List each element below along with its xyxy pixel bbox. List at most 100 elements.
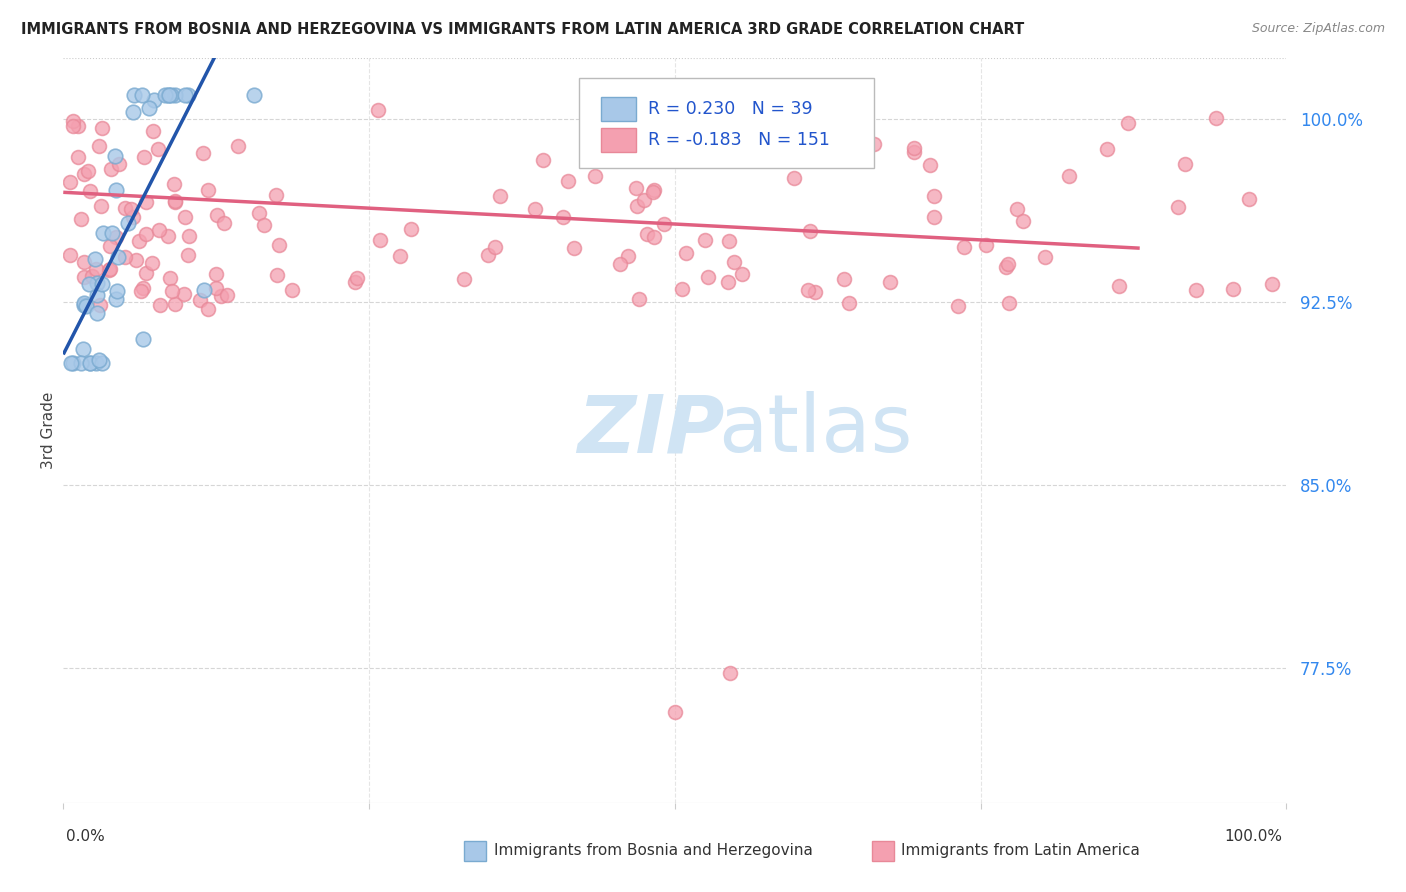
Point [264, 187, 287, 202]
Point [610, 128, 633, 143]
Point [616, 249, 638, 263]
Point [346, 270, 368, 285]
Point [98, 261, 121, 276]
Point [731, 267, 754, 281]
Point [72, 167, 94, 181]
Point [1185, 283, 1208, 297]
Point [783, 170, 806, 185]
Point [1116, 116, 1139, 130]
Point [205, 267, 228, 281]
Point [247, 205, 270, 219]
Point [1012, 214, 1035, 228]
Point [628, 292, 651, 306]
Point [209, 289, 232, 303]
Point [165, 194, 187, 209]
Point [67, 119, 90, 133]
Point [132, 332, 155, 346]
Point [73, 298, 96, 312]
Point [125, 253, 148, 268]
Point [105, 230, 128, 244]
Point [697, 151, 720, 165]
Point [148, 223, 170, 237]
Point [641, 185, 664, 199]
Point [598, 126, 620, 140]
Point [280, 283, 302, 297]
Point [671, 282, 693, 296]
Point [212, 216, 235, 230]
Point [105, 293, 128, 307]
Point [132, 151, 155, 165]
Point [84, 261, 107, 276]
Point [129, 285, 152, 299]
Point [59, 248, 82, 262]
Point [1174, 157, 1197, 171]
Point [114, 201, 136, 215]
Point [91, 226, 114, 240]
Point [697, 269, 720, 284]
Point [177, 248, 200, 262]
Point [148, 142, 170, 156]
Point [995, 260, 1018, 274]
Text: 100.0%: 100.0% [1225, 830, 1282, 844]
Point [122, 87, 145, 102]
Point [1007, 202, 1029, 216]
Point [723, 255, 745, 269]
Point [86, 306, 108, 320]
Point [197, 301, 219, 316]
Point [120, 202, 142, 216]
Text: atlas: atlas [717, 392, 912, 469]
Point [636, 227, 658, 241]
Point [75, 300, 97, 314]
Point [830, 116, 852, 130]
Text: IMMIGRANTS FROM BOSNIA AND HERZEGOVINA VS IMMIGRANTS FROM LATIN AMERICA 3RD GRAD: IMMIGRANTS FROM BOSNIA AND HERZEGOVINA V… [21, 22, 1025, 37]
Point [724, 139, 747, 153]
Point [718, 666, 741, 681]
Text: Immigrants from Bosnia and Herzegovina: Immigrants from Bosnia and Herzegovina [494, 844, 813, 858]
Point [77, 277, 100, 291]
Point [832, 271, 855, 285]
Point [488, 189, 510, 203]
Point [62, 114, 84, 128]
Point [84, 356, 107, 370]
Point [609, 257, 631, 271]
Point [799, 223, 821, 237]
Point [156, 87, 179, 102]
Point [165, 195, 187, 210]
Point [141, 256, 163, 270]
Point [149, 297, 172, 311]
Point [918, 158, 941, 172]
Point [903, 140, 925, 154]
Point [675, 245, 697, 260]
Point [160, 284, 183, 298]
Point [997, 257, 1019, 271]
Point [173, 210, 195, 224]
Point [695, 233, 717, 247]
Point [87, 139, 110, 153]
Point [70, 356, 93, 370]
Point [87, 353, 110, 368]
Point [73, 269, 96, 284]
Point [134, 195, 156, 210]
Point [76, 164, 98, 178]
Point [177, 229, 200, 244]
Point [83, 252, 105, 267]
Point [690, 115, 713, 129]
Point [72, 255, 94, 269]
Point [557, 174, 579, 188]
Point [664, 706, 686, 720]
Point [205, 208, 228, 222]
Point [138, 101, 160, 115]
Point [141, 124, 163, 138]
Point [157, 87, 180, 102]
Point [79, 356, 101, 370]
Point [797, 283, 820, 297]
Point [121, 105, 143, 120]
Point [70, 212, 93, 227]
FancyBboxPatch shape [602, 128, 636, 152]
Point [160, 87, 183, 102]
Point [114, 250, 136, 264]
Point [188, 293, 211, 308]
Point [650, 134, 672, 148]
Point [101, 226, 124, 240]
Point [903, 145, 925, 159]
